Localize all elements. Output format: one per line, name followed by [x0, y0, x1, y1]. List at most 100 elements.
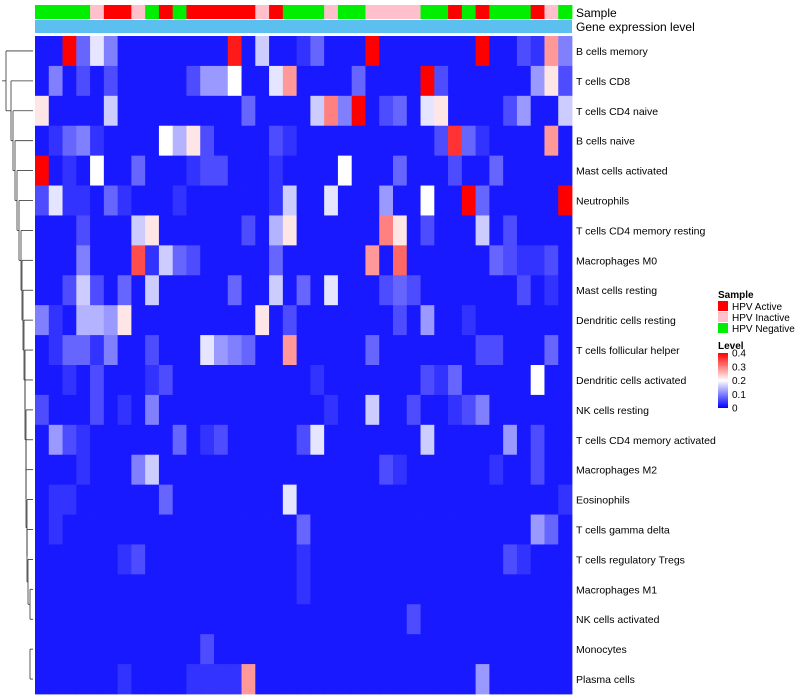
heatmap-cell	[310, 664, 325, 695]
heatmap-cell	[530, 604, 545, 635]
heatmap-cell	[269, 155, 284, 186]
heatmap-cell	[379, 335, 394, 366]
heatmap-cell	[103, 424, 119, 456]
heatmap-cell	[186, 155, 201, 186]
heatmap-cell	[393, 544, 408, 575]
heatmap-cell	[448, 335, 463, 366]
heatmap-cell	[448, 36, 463, 67]
sample-annotation-cell	[503, 5, 518, 19]
heatmap-cell	[76, 305, 91, 336]
heatmap-cell	[351, 36, 366, 67]
heatmap-cell	[393, 155, 408, 186]
sample-annotation-cell	[351, 5, 366, 19]
heatmap-cell	[117, 365, 132, 396]
heatmap-cell	[103, 155, 119, 186]
heatmap-cell	[434, 424, 449, 456]
heatmap-cell	[489, 484, 504, 515]
heatmap-cell	[35, 484, 50, 515]
heatmap-cell	[214, 275, 229, 306]
heatmap-cell	[172, 245, 187, 276]
heatmap-cell	[103, 574, 119, 605]
heatmap-cell	[434, 574, 449, 605]
heatmap-cell	[269, 95, 284, 127]
annotation-label-sample: Sample	[576, 6, 617, 20]
heatmap-cell	[158, 305, 174, 336]
heatmap-cell	[62, 454, 77, 486]
heatmap-cell	[516, 514, 532, 545]
heatmap-cell	[296, 664, 311, 695]
heatmap-cell	[131, 36, 146, 67]
heatmap-cell	[269, 574, 284, 605]
heatmap-cell	[62, 604, 77, 635]
heatmap-cell	[448, 65, 463, 97]
heatmap-cell	[200, 125, 215, 157]
heatmap-cell	[558, 305, 573, 336]
heatmap-cell	[48, 424, 63, 456]
heatmap-cell	[530, 514, 545, 545]
heatmap-cell	[379, 604, 394, 635]
heatmap-cell	[103, 544, 119, 575]
heatmap-cell	[172, 454, 187, 486]
sample-annotation-cell	[90, 5, 105, 19]
heatmap-cell	[172, 335, 187, 366]
heatmap-cell	[310, 275, 325, 306]
row-label: B cells naive	[576, 136, 635, 148]
heatmap-cell	[324, 65, 339, 97]
heatmap-cell	[172, 514, 187, 545]
heatmap-cell	[530, 634, 545, 665]
heatmap-cell	[310, 604, 325, 635]
heatmap-cell	[158, 155, 174, 186]
heatmap-cell	[310, 95, 325, 127]
legend-level-tick: 0.3	[732, 362, 746, 373]
heatmap-cell	[351, 634, 366, 665]
heatmap-cell	[62, 514, 77, 545]
heatmap-cell	[76, 185, 91, 216]
heatmap-cell	[379, 574, 394, 605]
heatmap-cell	[296, 424, 311, 456]
heatmap-cell	[337, 365, 353, 396]
heatmap-cell	[90, 125, 105, 157]
heatmap-cell	[48, 454, 63, 486]
heatmap-cell	[269, 215, 284, 246]
heatmap-cell	[48, 275, 63, 306]
heatmap-cell	[62, 275, 77, 306]
heatmap-cell	[76, 36, 91, 67]
heatmap-cell	[145, 664, 160, 695]
heatmap-cell	[227, 544, 242, 575]
sample-annotation-cell	[516, 5, 532, 19]
heatmap-cell	[448, 424, 463, 456]
heatmap-cell	[48, 634, 63, 665]
heatmap-cell	[406, 335, 421, 366]
heatmap-cell	[103, 275, 119, 306]
row-label: Macrophages M0	[576, 255, 657, 267]
heatmap-cell	[324, 514, 339, 545]
heatmap-cell	[516, 634, 532, 665]
heatmap-cell	[503, 424, 518, 456]
heatmap-cell	[379, 95, 394, 127]
heatmap-cell	[282, 155, 298, 186]
heatmap-cell	[461, 484, 477, 515]
row-label: Dendritic cells resting	[576, 315, 676, 327]
heatmap-cell	[172, 424, 187, 456]
heatmap-cell	[117, 36, 132, 67]
heatmap-cell	[200, 634, 215, 665]
heatmap-cell	[282, 394, 298, 426]
heatmap-cell	[379, 155, 394, 186]
heatmap-cell	[200, 365, 215, 396]
heatmap-cell	[158, 275, 174, 306]
heatmap-cell	[489, 394, 504, 426]
heatmap-cell	[544, 335, 559, 366]
heatmap-cell	[475, 305, 490, 336]
heatmap-cell	[296, 634, 311, 665]
heatmap-cell	[448, 454, 463, 486]
heatmap-cell	[516, 65, 532, 97]
heatmap-cell	[117, 604, 132, 635]
row-label: T cells follicular helper	[576, 345, 680, 357]
heatmap-cell	[241, 365, 256, 396]
heatmap-cell	[103, 65, 119, 97]
heatmap-cell	[461, 394, 477, 426]
heatmap-cell	[393, 394, 408, 426]
heatmap-cell	[62, 36, 77, 67]
heatmap-cell	[503, 484, 518, 515]
heatmap-cell	[76, 394, 91, 426]
